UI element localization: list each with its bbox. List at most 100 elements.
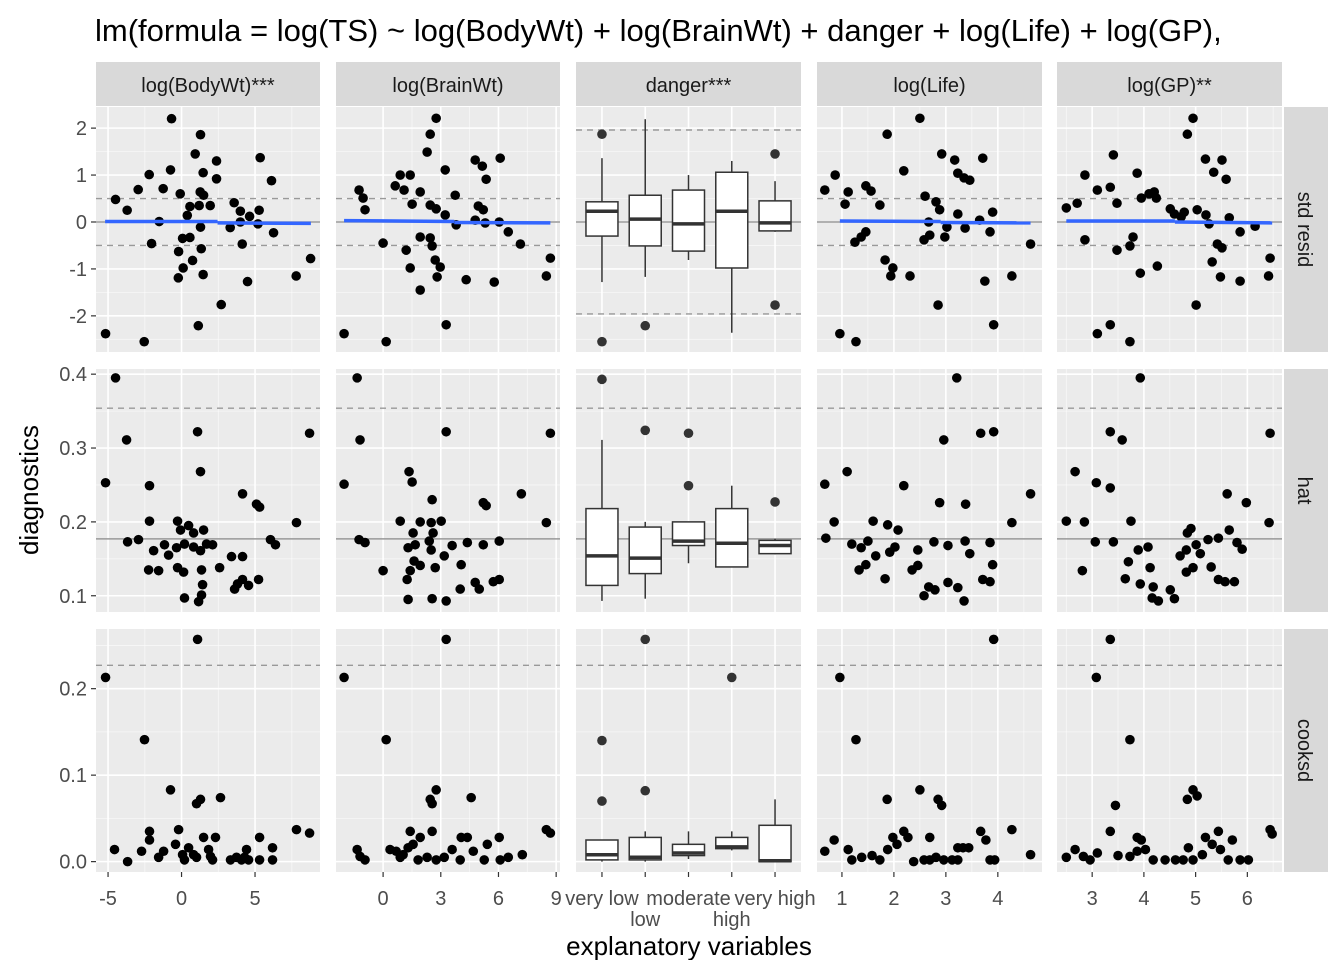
data-point	[1132, 846, 1142, 857]
data-point	[413, 855, 423, 865]
data-point	[191, 852, 202, 863]
data-point	[291, 517, 302, 528]
data-point	[1241, 497, 1252, 508]
row-strip	[1284, 629, 1328, 872]
boxplot-box	[585, 839, 619, 861]
data-point	[390, 181, 401, 191]
data-point	[1070, 844, 1080, 855]
data-point	[960, 223, 970, 233]
data-point	[235, 206, 246, 216]
data-point	[885, 271, 896, 281]
data-point	[1135, 579, 1146, 589]
data-point	[920, 191, 930, 201]
facet-panel	[576, 107, 801, 352]
data-point	[179, 855, 190, 865]
data-point	[830, 170, 840, 180]
data-point	[494, 832, 505, 843]
data-point	[402, 574, 412, 585]
data-point	[1227, 835, 1238, 845]
boxplot-outlier	[770, 149, 780, 159]
data-point	[481, 500, 491, 511]
data-point	[229, 584, 240, 594]
data-point	[422, 147, 432, 157]
data-point	[1224, 212, 1235, 223]
x-tick-label: -5	[99, 888, 117, 910]
y-tick-label: -2	[69, 306, 87, 328]
data-point	[144, 516, 155, 526]
data-point	[1092, 848, 1103, 858]
data-point	[214, 562, 225, 573]
data-point	[461, 274, 471, 285]
x-tick-label: 2	[888, 888, 899, 910]
data-point	[1126, 516, 1136, 526]
data-point	[175, 525, 186, 535]
data-point	[144, 480, 155, 491]
data-point	[1128, 232, 1138, 242]
data-point	[239, 852, 250, 863]
row-strip	[1284, 369, 1328, 612]
data-point	[1222, 489, 1232, 499]
data-point	[1090, 537, 1101, 547]
data-point	[1235, 227, 1245, 237]
y-tick-label: 0	[76, 212, 87, 234]
data-point	[868, 516, 878, 526]
data-point	[936, 149, 947, 159]
data-point	[1007, 517, 1017, 528]
smooth-line	[1174, 220, 1273, 225]
data-point	[1188, 855, 1198, 865]
data-point	[1140, 844, 1151, 855]
data-point	[1136, 835, 1147, 845]
panel-background	[817, 629, 1042, 872]
data-point	[148, 545, 159, 556]
data-point	[1117, 435, 1127, 445]
data-point	[456, 559, 466, 570]
data-point	[943, 577, 953, 588]
data-point	[988, 634, 999, 645]
boxplot-outlier	[770, 300, 780, 310]
x-tick-label: 1	[836, 888, 847, 910]
data-point	[936, 800, 947, 811]
data-point	[243, 580, 254, 591]
data-point	[940, 232, 950, 242]
data-point	[415, 285, 426, 295]
data-point	[267, 842, 278, 853]
data-point	[1105, 483, 1116, 493]
boxplot-box	[671, 843, 706, 857]
data-point	[861, 559, 871, 570]
data-point	[198, 167, 208, 178]
data-point	[1178, 855, 1189, 865]
data-point	[1203, 534, 1213, 545]
x-tick-label: 4	[992, 888, 1003, 910]
x-tick-label: 0	[378, 888, 389, 910]
data-point	[178, 263, 188, 273]
data-point	[178, 567, 189, 577]
data-point	[244, 211, 255, 222]
data-point	[172, 516, 183, 526]
facet-panel	[1057, 629, 1282, 872]
data-point	[1152, 261, 1163, 271]
row-strip	[1284, 107, 1328, 352]
column-strip	[336, 62, 560, 106]
data-point	[949, 155, 960, 165]
y-tick-label: 0.3	[59, 438, 87, 460]
data-point	[843, 844, 853, 855]
data-point	[207, 539, 218, 550]
boxplot-outlier	[640, 634, 651, 645]
data-point	[1133, 545, 1144, 555]
data-point	[1207, 839, 1217, 850]
data-point	[545, 828, 556, 838]
data-point	[988, 319, 999, 330]
data-point	[985, 576, 995, 587]
data-point	[953, 855, 963, 865]
data-point	[964, 175, 975, 186]
data-point	[183, 520, 194, 531]
data-point	[183, 842, 194, 853]
data-point	[835, 328, 845, 339]
data-point	[205, 200, 216, 211]
data-point	[133, 184, 143, 195]
data-point	[159, 539, 170, 550]
data-point	[1208, 167, 1219, 178]
x-tick-label: 3	[940, 888, 951, 910]
data-point	[545, 253, 556, 263]
data-point	[545, 428, 556, 439]
